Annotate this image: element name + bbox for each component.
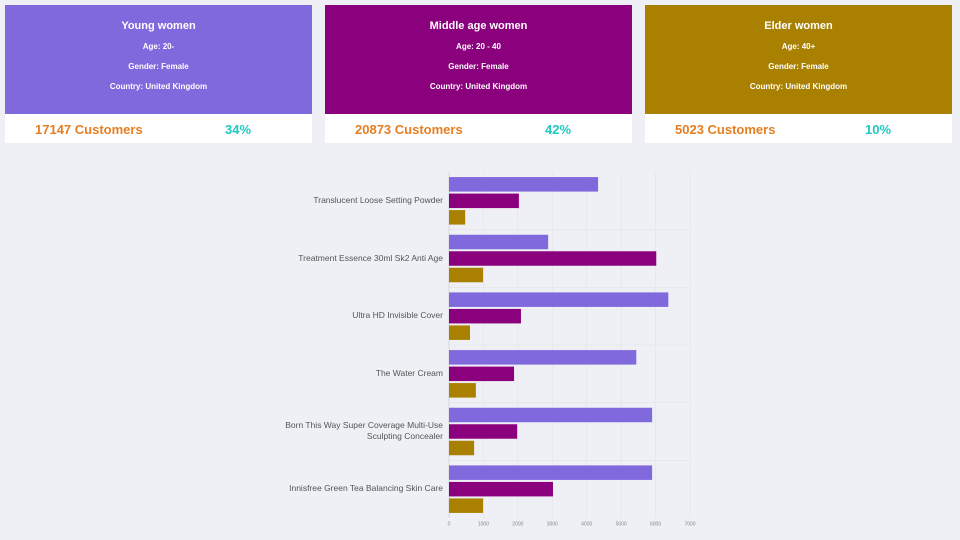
card-footer: 5023 Customers 10% <box>645 114 952 143</box>
category-label-box: Ultra HD Invisible Cover <box>352 310 443 321</box>
card-title: Young women <box>121 20 196 32</box>
card-country: Country: United Kingdom <box>109 82 208 91</box>
y-tick-label: Treatment Essence 30ml Sk2 Anti Age <box>298 252 443 263</box>
card-country: Country: United Kingdom <box>749 82 848 91</box>
card-age: Age: 20- <box>142 42 175 51</box>
y-tick-label: Innisfree Green Tea Balancing Skin Care <box>289 483 443 494</box>
category-label-box: Treatment Essence 30ml Sk2 Anti Age <box>298 252 443 263</box>
x-tick-label: 5000 <box>616 521 627 527</box>
card: Young women Age: 20- Gender: Female Country… <box>5 5 312 143</box>
bar <box>449 308 521 324</box>
card: Middle age women Age: 20 - 40 Gender: Fema… <box>325 5 632 143</box>
category-label-box: Translucent Loose Setting Powder <box>313 195 443 205</box>
bar <box>449 325 471 340</box>
x-tick-label: 0 <box>448 521 451 527</box>
card-age: Age: 20 - 40 <box>456 42 501 51</box>
bar <box>449 407 653 423</box>
bar <box>449 251 657 266</box>
x-tick-label: 7000 <box>684 521 695 527</box>
bar <box>449 440 475 456</box>
card: Elder women Age: 40+ Gender: Female Country… <box>645 5 952 143</box>
bar <box>449 193 519 209</box>
card-gender: Gender: Female <box>448 62 509 71</box>
customers: 17147 Customers <box>35 122 143 137</box>
share: 10% <box>865 122 892 137</box>
x-tick-label: 1000 <box>478 521 489 527</box>
customers: 5023 Customers <box>675 122 776 137</box>
category-label-box: The Water Cream <box>375 368 443 378</box>
bar <box>449 498 484 513</box>
bar <box>449 292 669 307</box>
share: 34% <box>225 122 252 137</box>
bar <box>449 350 637 365</box>
x-tick-label: 4000 <box>581 521 592 527</box>
bar <box>449 234 549 250</box>
y-tick-label: Born This Way Super Coverage Multi-Use S… <box>285 420 443 442</box>
bar <box>449 177 599 192</box>
bar <box>449 366 515 382</box>
y-tick-label: Ultra HD Invisible Cover <box>352 310 443 321</box>
y-tick-label: Translucent Loose Setting Powder <box>313 195 443 205</box>
card-header: Middle age women Age: 20 - 40 Gender: Fema… <box>325 5 632 114</box>
card-footer: 20873 Customers 42% <box>325 114 632 143</box>
customers: 20873 Customers <box>355 122 463 137</box>
card-title: Elder women <box>764 20 833 32</box>
bar <box>449 267 484 283</box>
bar <box>449 465 653 480</box>
bar <box>449 210 466 225</box>
card-gender: Gender: Female <box>128 62 189 71</box>
card-header: Elder women Age: 40+ Gender: Female Country… <box>645 5 952 114</box>
card-gender: Gender: Female <box>768 62 829 71</box>
card-header: Young women Age: 20- Gender: Female Country… <box>5 5 312 114</box>
y-tick-label: The Water Cream <box>375 368 443 378</box>
x-tick-label: 2000 <box>512 521 523 527</box>
bar <box>449 383 476 398</box>
x-tick-label: 6000 <box>650 521 661 527</box>
bar <box>449 424 518 439</box>
card-country: Country: United Kingdom <box>429 82 528 91</box>
card-title: Middle age women <box>429 20 528 32</box>
share: 42% <box>545 122 572 137</box>
category-label-box: Innisfree Green Tea Balancing Skin Care <box>289 483 443 494</box>
card-footer: 17147 Customers 34% <box>5 114 312 143</box>
x-tick-label: 3000 <box>547 521 558 527</box>
bar <box>449 481 553 497</box>
card-age: Age: 40+ <box>781 42 816 51</box>
category-label-box: Born This Way Super Coverage Multi-Use S… <box>285 420 443 442</box>
